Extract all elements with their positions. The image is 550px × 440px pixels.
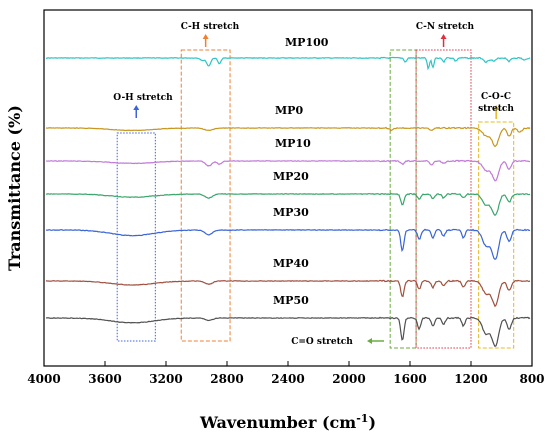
series-label-mp50: MP50: [273, 294, 309, 307]
annotation-label-line2: stretch: [478, 104, 514, 114]
x-tick-label: 3600: [88, 372, 121, 386]
x-axis: 4000 3600 3200 2800 2400 2000 1600 1200 800: [27, 361, 545, 386]
series-label-mp20: MP20: [273, 170, 309, 183]
annotation-box: [389, 49, 417, 349]
x-tick-label: 2000: [332, 372, 365, 386]
x-tick-label: 2400: [271, 372, 304, 386]
annotation-box: [415, 49, 472, 349]
series-line-mp0: [45, 126, 531, 148]
x-tick-label: 1600: [393, 372, 426, 386]
series-label-mp100: MP100: [285, 36, 329, 49]
series-layer: MP100 MP0 MP10 MP20 MP30 MP40 MP50: [45, 36, 531, 348]
x-tick-label: 4000: [27, 372, 60, 386]
series-line-mp100: [45, 56, 531, 71]
series-line-mp20: [45, 192, 531, 217]
annotation-box: [180, 49, 231, 342]
annotation-layer: O-H stretch C-H stretch C=O stretch C-N str…: [113, 22, 515, 349]
x-tick-label: 2800: [210, 372, 243, 386]
x-tick-label: 3200: [149, 372, 182, 386]
annotation-label: O-H stretch: [113, 93, 173, 103]
series-label-mp0: MP0: [275, 104, 303, 117]
y-axis-title: Transmittance (%): [5, 105, 24, 271]
annotation-label: C-O-C: [481, 92, 511, 102]
series-line-mp10: [45, 159, 531, 182]
annotation-arrowhead: [440, 34, 447, 39]
x-tick-label: 1200: [454, 372, 487, 386]
x-axis-title: Wavenumber (cm-1): [199, 412, 376, 432]
series-label-mp30: MP30: [273, 206, 309, 219]
annotation-box: [116, 132, 156, 342]
annotation-label: C-N stretch: [416, 22, 475, 32]
series-line-mp40: [45, 279, 531, 308]
annotation-arrowhead: [493, 105, 500, 110]
annotation-arrowhead: [202, 34, 209, 39]
series-label-mp10: MP10: [275, 137, 311, 150]
annotation-arrowhead: [133, 105, 140, 110]
series-label-mp40: MP40: [273, 257, 309, 270]
series-line-mp50: [45, 316, 531, 348]
x-tick-label: 800: [519, 372, 544, 386]
series-line-mp30: [45, 228, 531, 260]
annotation-label: C-H stretch: [181, 22, 240, 32]
annotation-label: C=O stretch: [291, 337, 353, 347]
annotation-arrowhead: [367, 338, 372, 344]
annotation-box: [478, 121, 515, 349]
